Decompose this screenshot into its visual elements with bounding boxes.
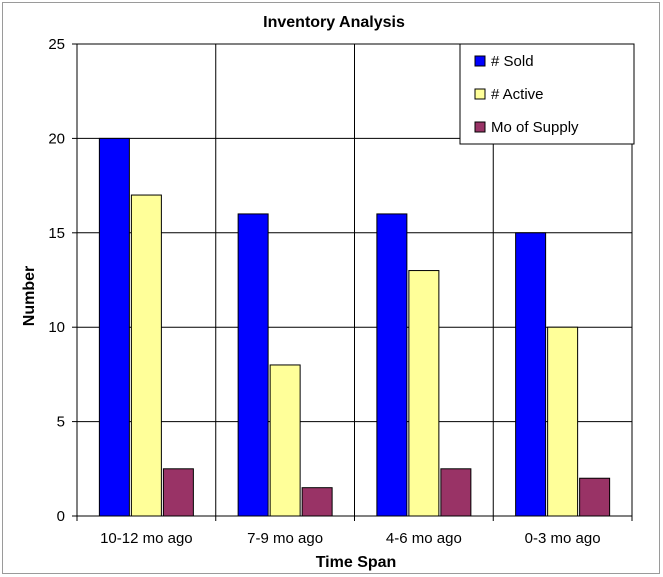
x-tick-label: 7-9 mo ago	[247, 530, 323, 547]
legend-swatch	[474, 121, 486, 133]
x-tick-label: 10-12 mo ago	[100, 530, 193, 547]
bar-1-0	[130, 194, 162, 517]
bar-0-2	[376, 213, 408, 517]
legend: # Sold # Active Mo of Supply	[459, 43, 635, 145]
y-tick-label: 20	[48, 130, 65, 147]
bar-0-1	[237, 213, 269, 517]
bars-group	[98, 137, 611, 517]
y-axis-title: Number	[21, 266, 38, 326]
bar-2-2	[440, 468, 472, 517]
legend-label: Mo of Supply	[491, 119, 579, 136]
y-tick-label: 0	[57, 508, 65, 525]
y-tick-label: 10	[48, 319, 65, 336]
legend-swatch	[474, 55, 486, 67]
x-axis-ticks: 10-12 mo ago 7-9 mo ago 4-6 mo ago 0-3 mo a…	[76, 516, 633, 547]
bar-1-1	[269, 364, 301, 517]
legend-label: # Active	[491, 86, 544, 103]
bar-0-3	[515, 232, 547, 517]
bar-0-0	[98, 137, 130, 517]
legend-box	[459, 43, 635, 145]
bar-1-2	[408, 270, 440, 517]
bar-2-3	[579, 477, 611, 517]
y-tick-label: 25	[48, 36, 65, 53]
plot-area: 0 5 10 15 20 25 10-12 mo ago 7-9 mo ago 4-6 mo …	[48, 36, 633, 547]
x-axis-title: Time Span	[316, 554, 397, 571]
legend-swatch	[474, 88, 486, 100]
bar-1-3	[547, 326, 579, 517]
x-tick-label: 0-3 mo ago	[525, 530, 601, 547]
bar-2-0	[162, 468, 194, 517]
bar-2-1	[301, 487, 333, 517]
y-axis-ticks: 0 5 10 15 20 25	[48, 36, 77, 525]
y-tick-label: 15	[48, 225, 65, 242]
legend-label: # Sold	[491, 53, 534, 70]
x-tick-label: 4-6 mo ago	[386, 530, 462, 547]
y-tick-label: 5	[57, 414, 65, 431]
chart-title: Inventory Analysis	[263, 14, 405, 31]
